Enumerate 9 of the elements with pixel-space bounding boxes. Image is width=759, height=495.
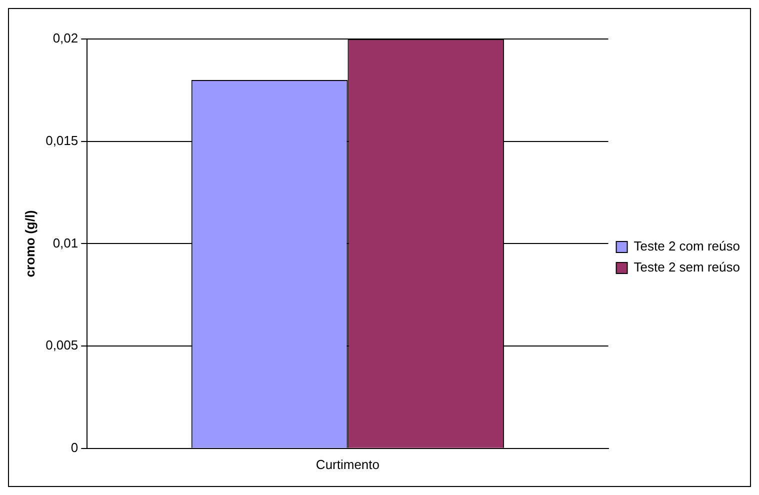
x-tick-label: Curtimento — [316, 456, 380, 472]
y-tick-label: 0 — [70, 440, 78, 455]
legend-label: Teste 2 sem reúso — [634, 260, 740, 275]
y-tick-label: 0,02 — [52, 30, 78, 46]
y-axis-title: cromo (g/l) — [22, 210, 38, 278]
y-tick-label: 0,015 — [46, 132, 78, 148]
y-tick-label: 0,01 — [52, 235, 78, 250]
y-tick-label: 0,005 — [46, 338, 78, 353]
legend-label: Teste 2 com reúso — [634, 238, 740, 254]
